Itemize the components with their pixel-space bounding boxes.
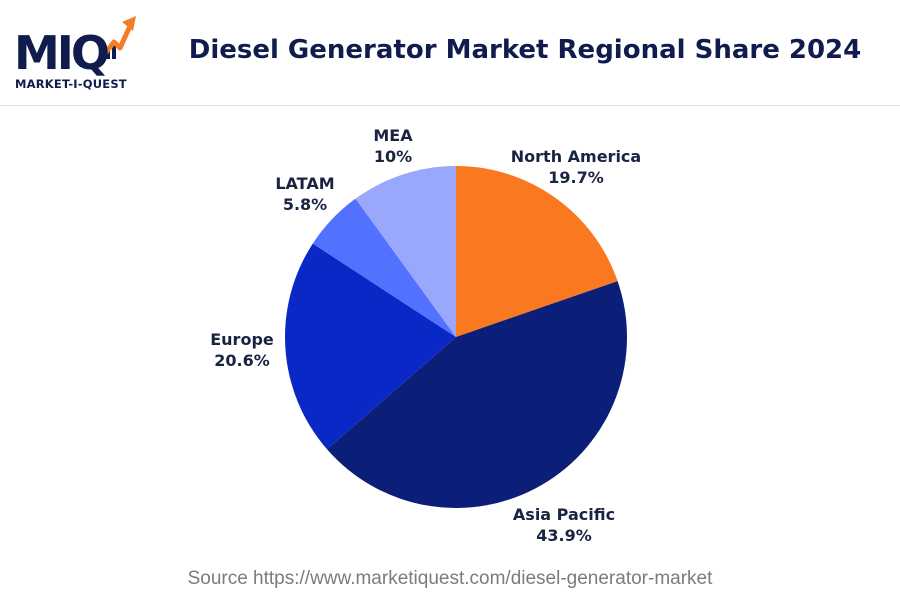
slice-label-asia-pacific: Asia Pacific [513, 505, 615, 524]
slice-value-europe: 20.6% [214, 351, 270, 370]
pie-slice-north-america[interactable] [456, 166, 618, 337]
slice-value-north-america: 19.7% [548, 168, 604, 187]
header: MIQ MARKET-I-QUEST Diesel Generator Mark… [0, 0, 900, 106]
growth-arrow-icon [97, 16, 136, 63]
pie-labels: North America 19.7% Asia Pacific 43.9% Europ… [210, 126, 641, 545]
pie-slice-europe[interactable] [285, 243, 456, 450]
pie-slices [285, 166, 627, 508]
chart-title: Diesel Generator Market Regional Share 2… [188, 35, 862, 65]
pie-slice-mea[interactable] [355, 166, 456, 337]
logo-subtitle: MARKET-I-QUEST [15, 77, 127, 91]
slice-label-mea: MEA [373, 126, 413, 145]
pie-slice-asia-pacific[interactable] [327, 281, 627, 508]
slice-value-asia-pacific: 43.9% [536, 526, 592, 545]
slice-value-mea: 10% [374, 147, 412, 166]
slice-label-europe: Europe [210, 330, 274, 349]
pie-chart: North America 19.7% Asia Pacific 43.9% Europ… [210, 126, 641, 545]
logo-mark: MIQ [14, 26, 110, 80]
slice-value-latam: 5.8% [283, 195, 327, 214]
slice-label-north-america: North America [511, 147, 641, 166]
slice-label-latam: LATAM [275, 174, 334, 193]
brand-logo[interactable]: MIQ MARKET-I-QUEST [14, 8, 144, 92]
source-note: Source https://www.marketiquest.com/dies… [187, 568, 713, 589]
pie-slice-latam[interactable] [312, 198, 456, 337]
